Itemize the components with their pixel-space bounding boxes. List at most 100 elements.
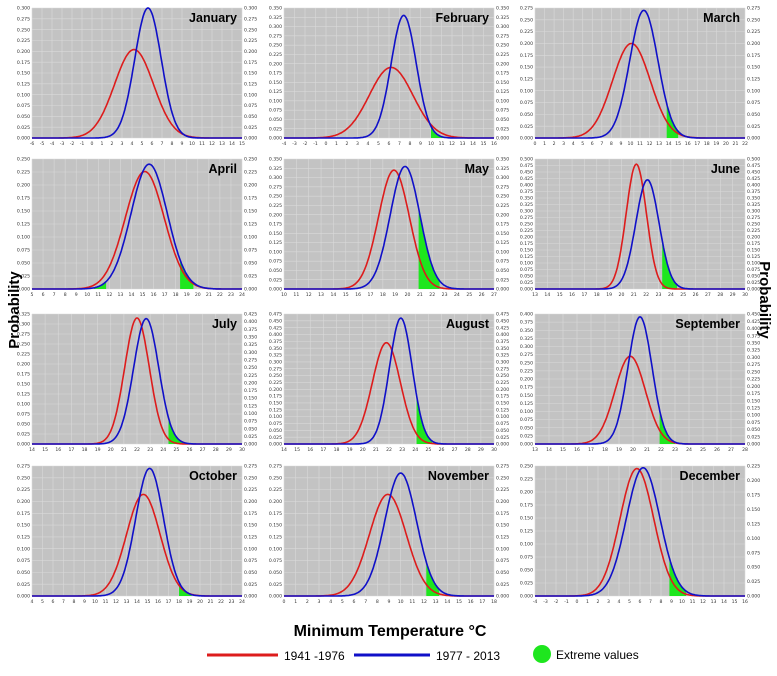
y-right-tick-label: 0.100	[496, 546, 509, 552]
y-right-tick-label: 0.350	[747, 196, 760, 202]
x-tick-label: 1	[101, 141, 104, 147]
x-tick-label: 27	[452, 447, 458, 453]
x-tick-label: 13	[656, 141, 662, 147]
y-left-tick-label: 0.075	[520, 267, 533, 273]
y-right-tick-label: 0.100	[496, 249, 509, 255]
x-tick-label: 15	[560, 447, 566, 453]
y-left-tick-label: 0.150	[17, 209, 30, 215]
y-left-tick-label: 0.250	[269, 475, 282, 481]
x-tick-label: 8	[610, 141, 613, 147]
series-line-1977-2013	[284, 317, 494, 445]
y-right-tick-label: 0.225	[496, 52, 509, 58]
y-left-tick-label: 0.300	[269, 175, 282, 181]
y-left-tick-label: 0.350	[269, 157, 282, 163]
x-tick-label: 17	[68, 447, 74, 453]
y-right-tick-label: 0.175	[496, 222, 509, 228]
y-right-tick-label: 0.200	[496, 212, 509, 218]
y-right-tick-label: 0.275	[747, 6, 760, 12]
x-tick-label: 11	[103, 599, 109, 605]
y-right-tick-label: 0.225	[244, 373, 257, 379]
x-tick-label: 11	[293, 292, 299, 298]
x-tick-label: -4	[50, 141, 55, 147]
y-right-tick-label: 0.000	[496, 287, 509, 293]
x-tick-label: 21	[417, 292, 423, 298]
y-right-tick-label: 0.125	[496, 89, 509, 95]
y-right-tick-label: 0.100	[747, 536, 760, 542]
y-right-tick-label: 0.025	[244, 582, 257, 588]
y-left-tick-label: 0.425	[520, 176, 533, 182]
y-left-tick-label: 0.100	[269, 414, 282, 420]
x-tick-label: 5	[628, 599, 631, 605]
y-left-tick-label: 0.225	[269, 203, 282, 209]
x-tick-label: 23	[672, 447, 678, 453]
y-right-tick-label: 0.050	[747, 427, 760, 433]
x-tick-label: 11	[95, 292, 101, 298]
x-tick-label: 16	[355, 292, 361, 298]
x-tick-label: 8	[376, 599, 379, 605]
x-tick-label: 11	[637, 141, 643, 147]
y-right-tick-label: 0.300	[244, 6, 257, 12]
x-tick-label: 14	[544, 292, 550, 298]
x-tick-label: 22	[429, 292, 435, 298]
y-right-tick-label: 0.350	[496, 157, 509, 163]
y-left-tick-label: 0.125	[17, 222, 30, 228]
x-tick-label: 21	[631, 292, 637, 298]
x-tick-label: 29	[730, 292, 736, 298]
y-right-tick-label: 0.200	[747, 235, 760, 241]
y-right-tick-label: 0.150	[244, 71, 257, 77]
x-tick-label: 28	[717, 292, 723, 298]
series-line-1977-2013	[284, 14, 494, 139]
y-right-tick-label: 0.225	[496, 203, 509, 209]
x-tick-label: 13	[117, 292, 123, 298]
x-tick-label: 15	[239, 141, 245, 147]
chart-title: July	[212, 317, 237, 331]
x-tick-label: 23	[229, 599, 235, 605]
y-left-tick-label: 0.150	[520, 65, 533, 71]
x-tick-label: 24	[686, 447, 692, 453]
x-tick-label: 0	[91, 141, 94, 147]
y-right-tick-label: 0.175	[244, 388, 257, 394]
x-tick-label: 5	[41, 599, 44, 605]
y-right-tick-label: 0.075	[496, 558, 509, 564]
y-right-tick-label: 0.075	[747, 550, 760, 556]
x-tick-label: 24	[239, 599, 245, 605]
y-left-tick-label: 0.250	[520, 222, 533, 228]
x-tick-label: 21	[733, 141, 739, 147]
y-left-tick-label: 0.250	[17, 475, 30, 481]
x-tick-label: 24	[160, 447, 166, 453]
chart-panel-july: 14 15 16 17 18 19 20 21 22 23 24 25 26 27 28 29 300.0000…	[17, 312, 257, 453]
y-left-tick-label: 0.050	[269, 117, 282, 123]
y-left-tick-label: 0.150	[17, 382, 30, 388]
y-left-tick-label: 0.025	[269, 277, 282, 283]
x-tick-label: 12	[647, 141, 653, 147]
y-left-tick-label: 0.325	[520, 202, 533, 208]
y-right-tick-label: 0.350	[747, 340, 760, 346]
y-right-tick-label: 0.225	[496, 380, 509, 386]
x-tick-label: -1	[313, 141, 318, 147]
x-tick-label: 8	[73, 599, 76, 605]
chart-title: January	[189, 11, 237, 25]
y-left-tick-label: 0.050	[17, 570, 30, 576]
y-left-tick-label: 0.025	[520, 433, 533, 439]
y-left-tick-label: 0.200	[17, 499, 30, 505]
y-right-tick-label: 0.175	[747, 241, 760, 247]
y-right-tick-label: 0.050	[747, 565, 760, 571]
y-left-tick-label: 0.450	[520, 170, 533, 176]
x-tick-label: 4	[131, 141, 134, 147]
y-right-tick-label: 0.400	[496, 332, 509, 338]
y-right-tick-label: 0.150	[747, 248, 760, 254]
x-tick-label: 2	[306, 599, 309, 605]
y-left-tick-label: 0.125	[269, 89, 282, 95]
y-right-tick-label: 0.150	[747, 65, 760, 71]
y-right-tick-label: 0.100	[747, 261, 760, 267]
y-right-tick-label: 0.350	[496, 346, 509, 352]
x-tick-label: 22	[658, 447, 664, 453]
y-left-tick-label: 0.025	[17, 274, 30, 280]
y-right-tick-label: 0.125	[747, 77, 760, 83]
x-tick-label: 20	[195, 292, 201, 298]
legend-marker-extreme-values	[533, 645, 551, 663]
y-right-tick-label: 0.025	[496, 435, 509, 441]
y-right-tick-label: 0.375	[244, 327, 257, 333]
y-left-tick-label: 0.200	[520, 41, 533, 47]
y-left-tick-label: 0.100	[17, 235, 30, 241]
